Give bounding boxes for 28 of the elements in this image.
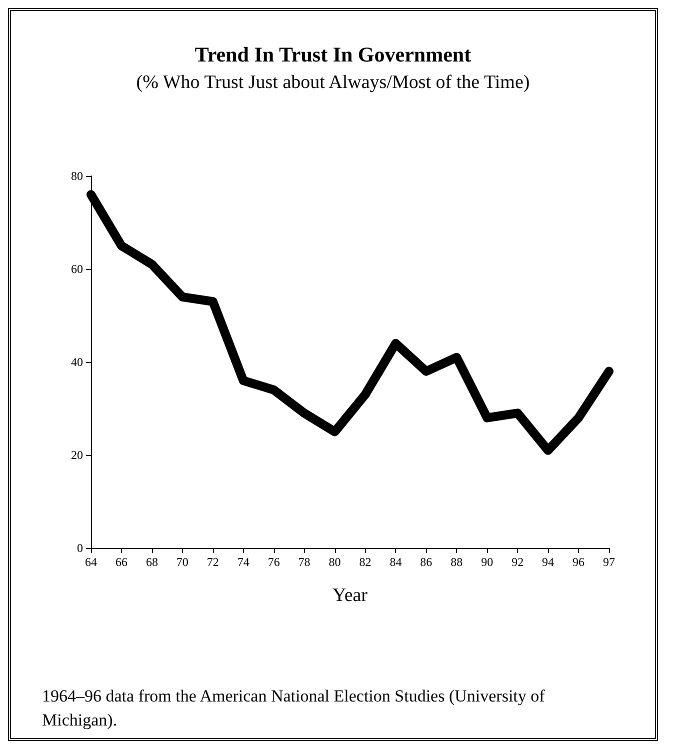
x-tick-label: 74	[237, 555, 250, 569]
x-tick-label: 64	[85, 555, 97, 569]
x-tick-label: 80	[328, 555, 341, 569]
chart-title: Trend In Trust In Government	[194, 42, 472, 66]
x-tick-label: 92	[512, 555, 524, 569]
x-tick-label: 88	[450, 555, 463, 569]
x-tick-label: 70	[176, 555, 188, 569]
y-tick-label: 0	[77, 541, 83, 555]
x-tick-label: 96	[572, 555, 585, 569]
text: 1964–96 data from the American National Election Studies (University of Michigan).	[42, 686, 550, 730]
x-tick-label: 68	[146, 555, 158, 569]
y-tick-label: 80	[71, 169, 83, 183]
x-tick-label: 86	[420, 555, 432, 569]
y-tick-label: 60	[71, 262, 83, 276]
x-tick-label: 76	[268, 555, 280, 569]
x-tick-label: 90	[481, 555, 494, 569]
x-tick-label: 97	[603, 555, 615, 569]
x-tick-label: 78	[298, 555, 310, 569]
y-tick-label: 40	[71, 355, 83, 369]
x-axis-title: Year	[332, 585, 368, 606]
y-tick-label: 20	[71, 448, 83, 462]
x-tick-label: 72	[206, 555, 219, 569]
page-frame: Year 0 20 40 60 80 64 66 68 70 72 74 76 78 80 82 84 86 88 90 92 94 96 97 Trend In Trust In Government (% Who Trust Just about Always/Most of the Time) 1964–96 data from the American National Election Studies (University of Michigan).	[8, 8, 658, 741]
x-tick-label: 84	[390, 555, 402, 569]
x-tick-label: 94	[542, 555, 554, 569]
x-tick-label: 66	[115, 555, 128, 569]
chart-subtitle: (% Who Trust Just about Always/Most of the Time)	[136, 72, 530, 93]
x-tick-label: 82	[359, 555, 372, 569]
